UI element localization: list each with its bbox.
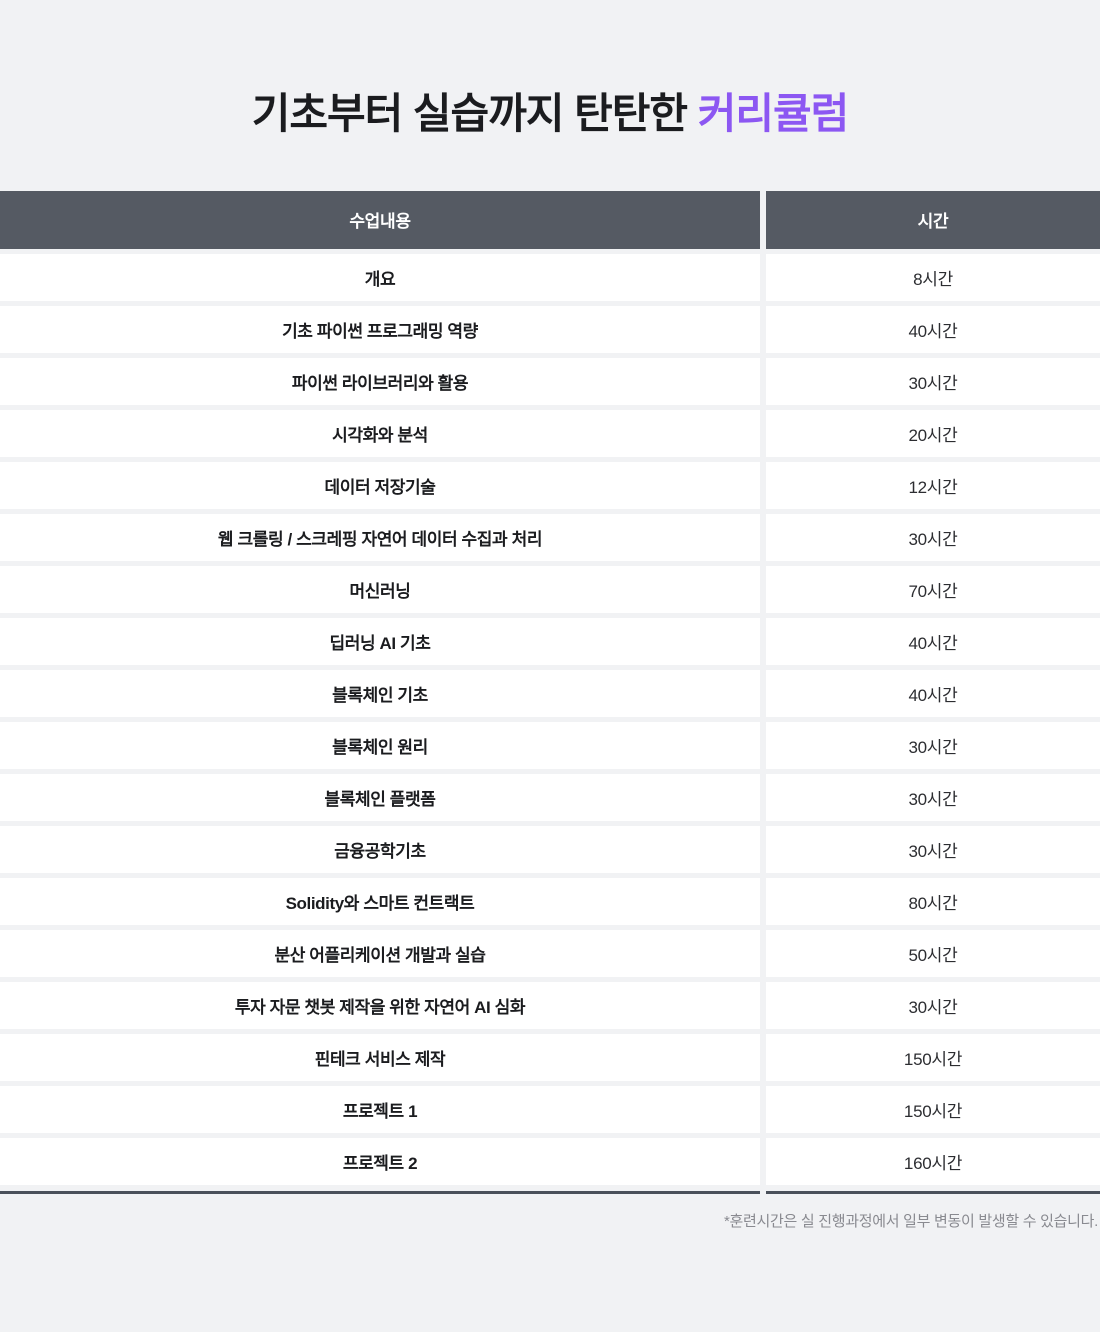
subject-cell: 기초 파이썬 프로그래밍 역량: [0, 305, 760, 353]
subject-cell: 블록체인 원리: [0, 721, 760, 769]
table-row: 금융공학기초 30시간: [0, 825, 1100, 873]
subject-cell: 프로젝트 2: [0, 1137, 760, 1185]
hours-cell: 30시간: [766, 773, 1100, 821]
table-row: 투자 자문 챗봇 제작을 위한 자연어 AI 심화 30시간: [0, 981, 1100, 1029]
subject-cell: 파이썬 라이브러리와 활용: [0, 357, 760, 405]
hours-cell: 80시간: [766, 877, 1100, 925]
footnote: *훈련시간은 실 진행과정에서 일부 변동이 발생할 수 있습니다.: [724, 1212, 1098, 1230]
hours-cell: 160시간: [766, 1137, 1100, 1185]
subject-cell: 분산 어플리케이션 개발과 실습: [0, 929, 760, 977]
subject-cell: 웹 크롤링 / 스크레핑 자연어 데이터 수집과 처리: [0, 513, 760, 561]
table-row: 기초 파이썬 프로그래밍 역량 40시간: [0, 305, 1100, 353]
subject-cell: 시각화와 분석: [0, 409, 760, 457]
bottom-border-right: [766, 1190, 1100, 1194]
subject-cell: 투자 자문 챗봇 제작을 위한 자연어 AI 심화: [0, 981, 760, 1029]
page-title: 기초부터 실습까지 탄탄한 커리큘럼: [0, 0, 1100, 141]
hours-cell: 70시간: [766, 565, 1100, 613]
subject-cell: 딥러닝 AI 기초: [0, 617, 760, 665]
table-row: Solidity와 스마트 컨트랙트 80시간: [0, 877, 1100, 925]
subject-cell: 개요: [0, 253, 760, 301]
table-header-row: 수업내용 시간: [0, 190, 1100, 249]
table-row: 시각화와 분석 20시간: [0, 409, 1100, 457]
table-row: 웹 크롤링 / 스크레핑 자연어 데이터 수집과 처리 30시간: [0, 513, 1100, 561]
bottom-border-left: [0, 1190, 760, 1194]
table-row: 블록체인 기초 40시간: [0, 669, 1100, 717]
table-row: 개요 8시간: [0, 253, 1100, 301]
subject-cell: Solidity와 스마트 컨트랙트: [0, 877, 760, 925]
table-row: 분산 어플리케이션 개발과 실습 50시간: [0, 929, 1100, 977]
table-row: 머신러닝 70시간: [0, 565, 1100, 613]
hours-cell: 30시간: [766, 513, 1100, 561]
hours-cell: 40시간: [766, 305, 1100, 353]
subject-cell: 블록체인 플랫폼: [0, 773, 760, 821]
hours-cell: 30시간: [766, 721, 1100, 769]
hours-cell: 150시간: [766, 1033, 1100, 1081]
table-body: 개요 8시간 기초 파이썬 프로그래밍 역량 40시간 파이썬 라이브러리와 활용 30시…: [0, 253, 1100, 1185]
subject-cell: 금융공학기초: [0, 825, 760, 873]
page-title-accent: 커리큘럼: [697, 90, 850, 137]
hours-cell: 30시간: [766, 825, 1100, 873]
table-row: 딥러닝 AI 기초 40시간: [0, 617, 1100, 665]
subject-cell: 프로젝트 1: [0, 1085, 760, 1133]
subject-cell: 핀테크 서비스 제작: [0, 1033, 760, 1081]
table-bottom-border: [0, 1190, 1100, 1194]
hours-cell: 20시간: [766, 409, 1100, 457]
column-header-subject: 수업내용: [0, 190, 760, 249]
table-row: 프로젝트 2 160시간: [0, 1137, 1100, 1185]
hours-cell: 40시간: [766, 617, 1100, 665]
hours-cell: 30시간: [766, 981, 1100, 1029]
table-row: 프로젝트 1 150시간: [0, 1085, 1100, 1133]
table-row: 핀테크 서비스 제작 150시간: [0, 1033, 1100, 1081]
hours-cell: 8시간: [766, 253, 1100, 301]
table-row: 블록체인 플랫폼 30시간: [0, 773, 1100, 821]
table-row: 데이터 저장기술 12시간: [0, 461, 1100, 509]
curriculum-table: 수업내용 시간 개요 8시간 기초 파이썬 프로그래밍 역량 40시간 파이썬 라이브러…: [0, 190, 1100, 1194]
hours-cell: 30시간: [766, 357, 1100, 405]
table-row: 파이썬 라이브러리와 활용 30시간: [0, 357, 1100, 405]
subject-cell: 머신러닝: [0, 565, 760, 613]
hours-cell: 12시간: [766, 461, 1100, 509]
column-header-hours: 시간: [766, 190, 1100, 249]
hours-cell: 150시간: [766, 1085, 1100, 1133]
hours-cell: 50시간: [766, 929, 1100, 977]
subject-cell: 블록체인 기초: [0, 669, 760, 717]
hours-cell: 40시간: [766, 669, 1100, 717]
page-title-main: 기초부터 실습까지 탄탄한: [251, 90, 698, 137]
subject-cell: 데이터 저장기술: [0, 461, 760, 509]
table-row: 블록체인 원리 30시간: [0, 721, 1100, 769]
